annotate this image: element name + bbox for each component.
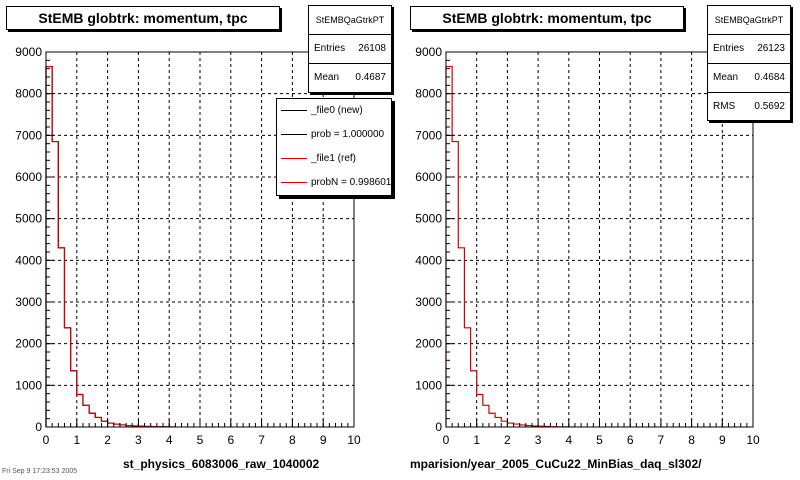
stats-entries-label: Entries [713,43,745,54]
x-tick-label: 0 [43,433,50,447]
right-pad: 0 1 2 3 4 5 6 7 8 9 10 0 1000 2000 3000 4000 5000 6000 700… [400,0,800,480]
legend-box: _file0 (new) prob = 1.000000 _file1 (ref… [276,98,392,196]
legend-swatch-black [281,110,307,111]
y-tick-label: 4000 [15,253,42,267]
stats-entries-value: 26123 [757,43,785,54]
stats-rms-value: 0.5692 [754,101,785,112]
stats-entries-label: Entries [314,43,346,54]
legend-label-probn: probN = 0.998601 [311,177,392,188]
left-stats-box: StEMBQaGtrkPT Entries 26108 Mean 0.4687 [308,5,392,93]
y-tick-label: 8000 [415,87,442,101]
x-tick-label: 9 [719,433,726,447]
legend-swatch-red [281,158,307,159]
x-tick-label: 0 [443,433,450,447]
y-tick-label: 1000 [415,378,442,392]
x-tick-label: 6 [227,433,234,447]
legend-entry-probn: probN = 0.998601 [277,171,391,195]
histogram-series-0 [445,65,576,428]
y-tick-label: 0 [435,420,442,434]
left-file-label: st_physics_6083006_raw_1040002 [123,457,320,471]
stats-rms-row: RMS 0.5692 [708,93,790,121]
right-file-label: mparision/year_2005_CuCu22_MinBias_daq_s… [410,457,702,471]
y-tick-label: 0 [35,420,42,434]
stats-entries-value: 26108 [358,43,386,54]
left-chart-title: StEMB globtrk: momentum, tpc [6,6,280,30]
legend-entry-file0: _file0 (new) [277,99,391,123]
x-tick-label: 4 [166,433,173,447]
legend-label-file1: _file1 (ref) [311,153,357,164]
x-tick-label: 10 [746,433,760,447]
stats-name: StEMBQaGtrkPT [309,6,391,35]
y-tick-label: 9000 [415,45,442,59]
legend-label-prob: prob = 1.000000 [311,129,385,140]
histogram-series-1 [45,65,176,428]
x-tick-label: 3 [535,433,542,447]
x-tick-label: 8 [688,433,695,447]
x-tick-label: 2 [104,433,111,447]
y-tick-label: 3000 [15,295,42,309]
y-tick-label: 8000 [15,87,42,101]
y-tick-label: 4000 [415,253,442,267]
stats-entries-row: Entries 26108 [309,35,391,64]
stats-mean-value: 0.4687 [355,72,386,83]
legend-swatch-red [281,182,307,183]
histogram-series-0 [45,65,176,428]
stats-mean-label: Mean [713,72,739,83]
y-tick-label: 9000 [15,45,42,59]
frame-timestamp: Fri Sep 9 17:23:53 2005 [2,468,78,475]
legend-entry-file1: _file1 (ref) [277,147,391,171]
y-tick-label: 3000 [415,295,442,309]
y-tick-label: 2000 [15,337,42,351]
stats-mean-row: Mean 0.4687 [309,64,391,92]
x-tick-label: 6 [627,433,634,447]
y-tick-label: 7000 [415,128,442,142]
stats-mean-label: Mean [314,72,340,83]
y-tick-label: 6000 [15,170,42,184]
right-stats-box: StEMBQaGtrkPT Entries 26123 Mean 0.4684 … [707,5,791,121]
legend-entry-prob: prob = 1.000000 [277,123,391,147]
right-histogram: 0 1 2 3 4 5 6 7 8 9 10 0 1000 2000 3000 4000 5000 6000 700… [415,45,760,447]
y-tick-label: 7000 [15,128,42,142]
stats-rms-label: RMS [713,101,736,112]
left-histogram: 0 1 2 3 4 5 6 7 8 9 10 0 1000 2000 3000 4000 5000 6000 700… [15,45,361,447]
x-tick-label: 2 [504,433,511,447]
stats-entries-row: Entries 26123 [708,35,790,64]
x-tick-label: 8 [289,433,296,447]
x-tick-label: 7 [658,433,665,447]
x-tick-label: 9 [320,433,327,447]
legend-swatch-black [281,134,307,135]
x-tick-label: 3 [135,433,142,447]
y-tick-label: 5000 [415,212,442,226]
stats-mean-row: Mean 0.4684 [708,64,790,93]
y-tick-label: 5000 [15,212,42,226]
x-tick-label: 7 [258,433,265,447]
right-chart-title: StEMB globtrk: momentum, tpc [410,6,684,30]
left-pad: 0 1 2 3 4 5 6 7 8 9 10 0 1000 2000 3000 4000 5000 6000 700… [2,5,392,475]
x-tick-label: 1 [473,433,480,447]
x-tick-label: 5 [596,433,603,447]
stats-mean-value: 0.4684 [754,72,785,83]
y-tick-label: 6000 [415,170,442,184]
stats-name: StEMBQaGtrkPT [708,6,790,35]
y-tick-label: 1000 [15,378,42,392]
legend-label-file0: _file0 (new) [311,105,363,116]
x-tick-label: 10 [347,433,361,447]
y-tick-label: 2000 [415,337,442,351]
x-tick-label: 5 [197,433,204,447]
x-tick-label: 1 [73,433,80,447]
x-tick-label: 4 [565,433,572,447]
